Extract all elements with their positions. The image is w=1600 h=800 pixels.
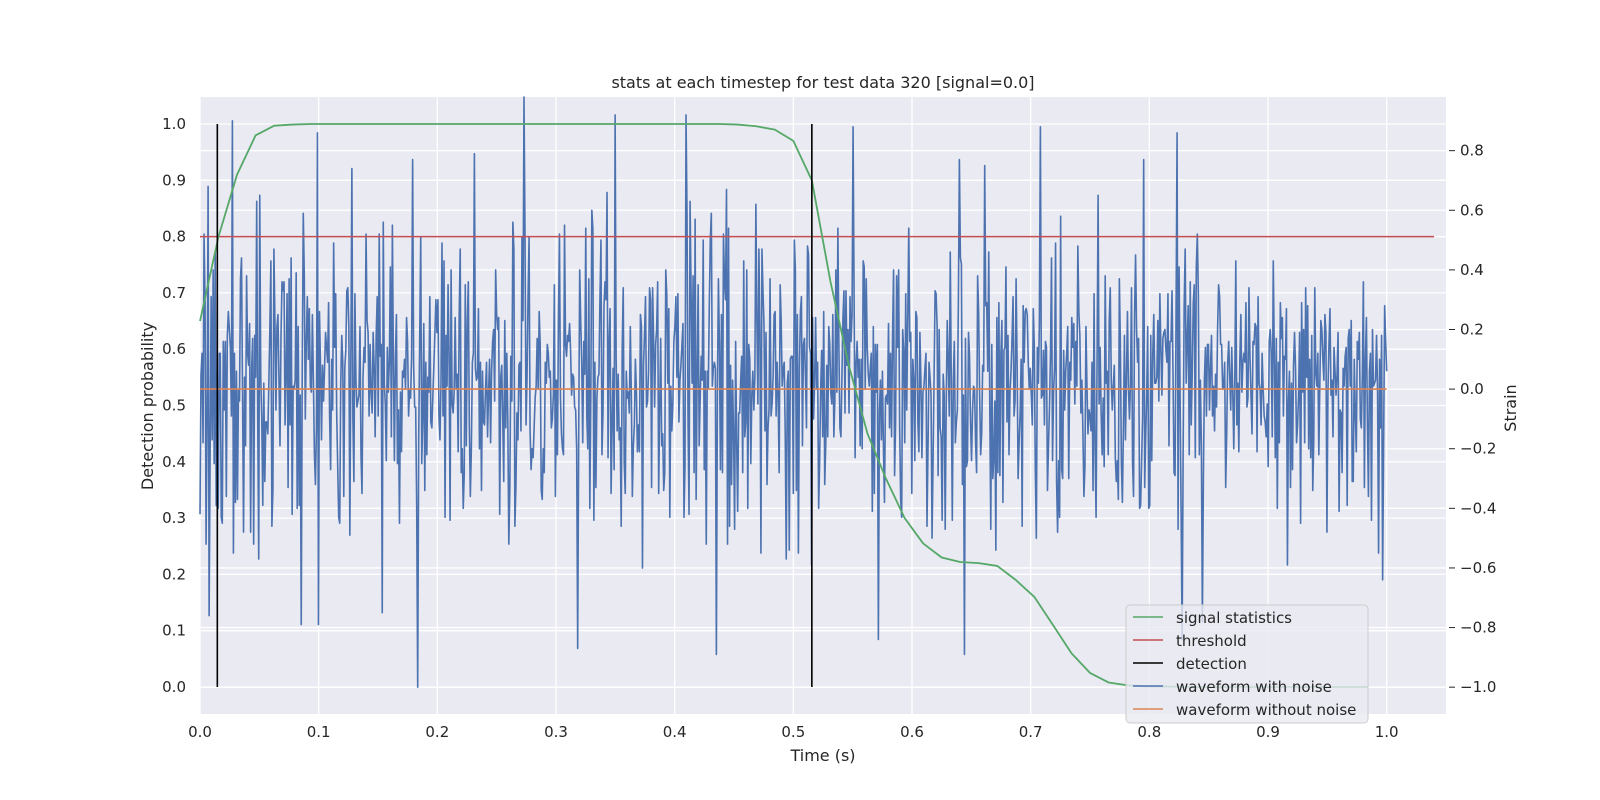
y-left-tick-label: 0.2 bbox=[162, 565, 186, 583]
y-right-tick-label: −1.0 bbox=[1460, 678, 1496, 696]
y-right-tick-label: 0.4 bbox=[1460, 261, 1484, 279]
y-left-tick-label: 0.4 bbox=[162, 453, 186, 471]
legend-label-threshold: threshold bbox=[1176, 632, 1247, 650]
y-left-tick-label: 0.9 bbox=[162, 171, 186, 189]
x-tick-label: 1.0 bbox=[1375, 723, 1399, 741]
legend-label-signal-statistics: signal statistics bbox=[1176, 609, 1292, 627]
legend-label-waveform-with-noise: waveform with noise bbox=[1176, 678, 1332, 696]
y-left-tick-label: 0.3 bbox=[162, 509, 186, 527]
legend-label-waveform-without-noise: waveform without noise bbox=[1176, 701, 1356, 719]
y-right-tick-label: 0.8 bbox=[1460, 142, 1484, 160]
y-left-tick-label: 0.5 bbox=[162, 397, 186, 415]
data-layer bbox=[199, 96, 1435, 688]
x-tick-label: 0.8 bbox=[1137, 723, 1161, 741]
x-tick-label: 0.5 bbox=[781, 723, 805, 741]
series-waveform-with-noise bbox=[199, 96, 1388, 688]
legend-label-detection: detection bbox=[1176, 655, 1247, 673]
y-axis-left-label: Detection probability bbox=[138, 322, 157, 490]
x-tick-label: 0.9 bbox=[1256, 723, 1280, 741]
y-left-tick-label: 0.7 bbox=[162, 284, 186, 302]
x-tick-label: 0.4 bbox=[663, 723, 687, 741]
x-tick-label: 0.2 bbox=[425, 723, 449, 741]
y-right-tick-label: 0.6 bbox=[1460, 201, 1484, 219]
y-left-tick-label: 0.0 bbox=[162, 678, 186, 696]
legend: signal statistics threshold detection wa… bbox=[1125, 604, 1369, 724]
legend-box bbox=[1125, 604, 1369, 724]
x-tick-label: 0.6 bbox=[900, 723, 924, 741]
y-right-tick-label: −0.4 bbox=[1460, 499, 1496, 517]
y-right-tick-label: −0.8 bbox=[1460, 619, 1496, 637]
x-tick-label: 0.1 bbox=[307, 723, 331, 741]
y-axis-right-label: Strain bbox=[1501, 384, 1520, 431]
tick-labels: 0.0 0.1 0.2 0.3 0.4 0.5 0.6 0.7 0.8 0.9 1.0 0.0 0.1 0… bbox=[162, 115, 1496, 741]
chart-title: stats at each timestep for test data 320… bbox=[611, 73, 1034, 92]
y-left-tick-label: 0.6 bbox=[162, 340, 186, 358]
y-right-tick-label: −0.2 bbox=[1460, 440, 1496, 458]
x-tick-label: 0.0 bbox=[188, 723, 212, 741]
x-axis-label: Time (s) bbox=[789, 746, 855, 765]
x-tick-label: 0.3 bbox=[544, 723, 568, 741]
y-left-tick-label: 0.8 bbox=[162, 228, 186, 246]
y-left-tick-label: 1.0 bbox=[162, 115, 186, 133]
x-tick-label: 0.7 bbox=[1019, 723, 1043, 741]
y-right-tick-label: 0.2 bbox=[1460, 320, 1484, 338]
y-right-tick-label: −0.6 bbox=[1460, 559, 1496, 577]
y-left-tick-label: 0.1 bbox=[162, 622, 186, 640]
y-right-tick-label: 0.0 bbox=[1460, 380, 1484, 398]
